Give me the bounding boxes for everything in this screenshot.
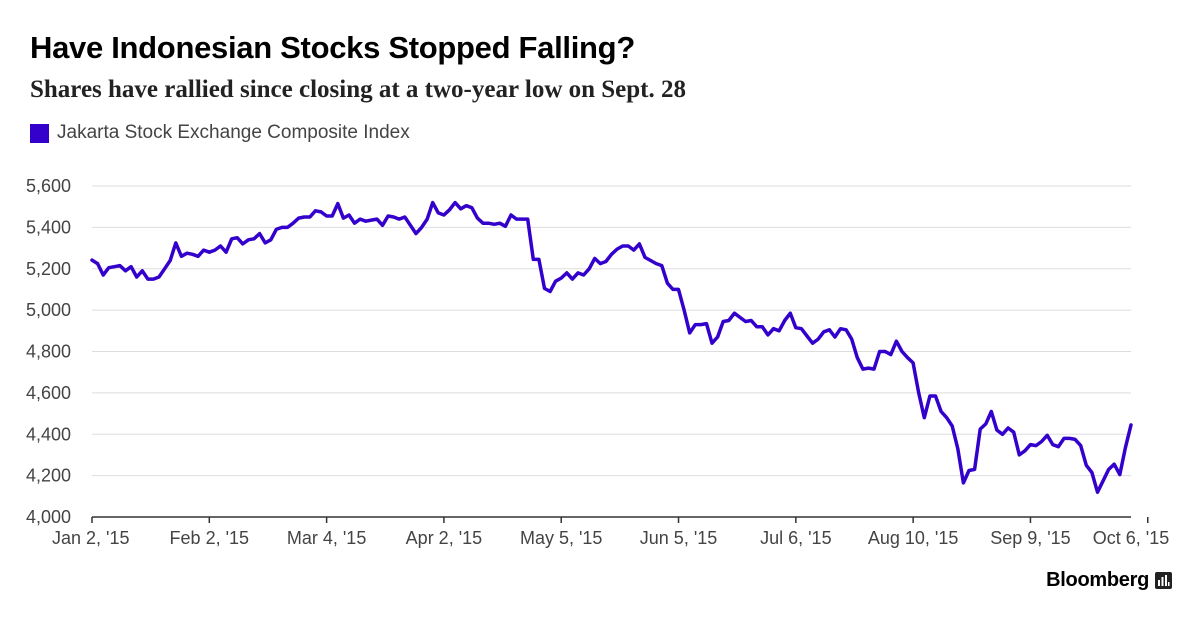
y-tick-label: 5,200 — [26, 259, 71, 279]
x-tick-label: Jul 6, '15 — [760, 528, 831, 548]
chart-subtitle: Shares have rallied since closing at a t… — [30, 76, 687, 103]
legend-label: Jakarta Stock Exchange Composite Index — [57, 122, 410, 143]
bloomberg-logo: Bloomberg — [1046, 569, 1172, 592]
y-tick-label: 4,200 — [26, 466, 71, 486]
x-tick-label: Feb 2, '15 — [170, 528, 250, 548]
x-tick-label: Oct 6, '15 — [1093, 528, 1169, 548]
gridlines — [92, 185, 1131, 477]
y-tick-label: 4,800 — [26, 342, 71, 362]
x-tick-label: Jun 5, '15 — [640, 528, 718, 548]
x-tick-label: Aug 10, '15 — [868, 528, 959, 548]
legend-swatch — [30, 123, 49, 143]
y-tick-label: 5,000 — [26, 300, 71, 320]
y-tick-label: 5,600 — [26, 176, 71, 196]
legend: Jakarta Stock Exchange Composite Index — [30, 122, 410, 144]
y-tick-label: 4,400 — [26, 424, 71, 444]
x-tick-label: Apr 2, '15 — [406, 528, 482, 548]
y-tick-label: 5,400 — [26, 217, 71, 237]
x-tick-label: Jan 2, '15 — [52, 528, 130, 548]
y-tick-label: 4,600 — [26, 383, 71, 403]
y-tick-label: 4,000 — [26, 507, 71, 527]
brand-name: Bloomberg — [1046, 569, 1149, 591]
x-tick-label: Sep 9, '15 — [990, 528, 1071, 548]
series-line-jakarta-composite — [90, 200, 1133, 494]
x-axis: Jan 2, '15 Feb 2, '15 Mar 4, '15 Apr 2, '15… — [52, 516, 1169, 548]
x-tick-label: Mar 4, '15 — [287, 528, 366, 548]
x-tick-label: May 5, '15 — [520, 528, 602, 548]
y-axis: 4,000 4,200 4,400 4,600 4,800 5,000 5,200 5,400… — [26, 176, 71, 527]
bloomberg-bar-chart-icon — [1155, 572, 1172, 589]
chart-title: Have Indonesian Stocks Stopped Falling? — [30, 30, 635, 65]
series-layer — [90, 200, 1133, 494]
